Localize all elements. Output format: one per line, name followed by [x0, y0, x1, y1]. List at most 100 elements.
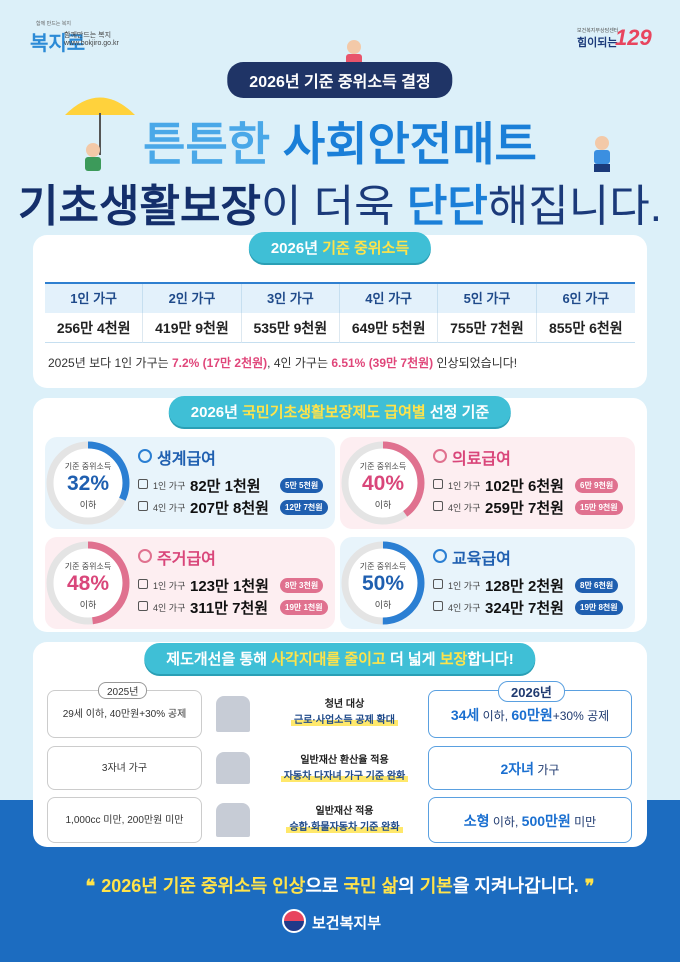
check-icon: [138, 579, 148, 589]
badge: 2026년 기준 중위소득 결정: [227, 62, 453, 98]
increase-tag: 19만 1천원: [280, 600, 328, 615]
circle-percent: 50%: [361, 572, 405, 595]
ministry-emblem: [282, 909, 306, 933]
text-segment: 7.2% (17만 2천원): [172, 356, 268, 370]
check-icon: [138, 601, 148, 611]
text-segment: 사회안전매트: [282, 118, 537, 170]
title-line1: 튼튼한 사회안전매트: [0, 108, 680, 174]
row-label: 1인 가구: [153, 581, 186, 591]
after-box: 소형 이하, 500만원 미만: [428, 797, 632, 843]
row-amount: 123만 1천원: [190, 578, 269, 595]
logo-url: www.bokjiro.go.kr: [64, 40, 119, 47]
increase-tag: 8만 6천원: [575, 578, 619, 593]
text-segment: 더 넓게: [385, 651, 440, 668]
percent-ring: [46, 441, 130, 525]
percent-ring: [46, 541, 130, 625]
table-header-cell: 5인 가구: [438, 284, 537, 313]
circle-percent: 32%: [66, 472, 110, 495]
text-segment: 60만원: [511, 707, 553, 723]
text-segment: 500만원: [521, 813, 571, 829]
circle-percent: 48%: [66, 572, 110, 595]
row-detail: 자동차 다자녀 가구 기준 완화: [262, 767, 427, 782]
row-detail-text: 근로·사업소득 공제 확대: [291, 715, 398, 726]
benefit-name: 생계급여: [157, 451, 216, 468]
text-segment: 튼튼한: [143, 118, 283, 170]
table-header-cell: 2인 가구: [143, 284, 242, 313]
benefit-name: 교육급여: [452, 551, 511, 568]
text-segment: 가구: [534, 763, 560, 777]
text-segment: 2025년 보다 1인 가구는: [48, 356, 172, 370]
table-cell: 755만 7천원: [438, 313, 537, 343]
text-segment: 34세: [450, 707, 480, 723]
text-segment: 소형: [463, 813, 490, 829]
text-segment: 보장: [439, 651, 468, 668]
row-label: 4인 가구: [448, 603, 481, 613]
footer-message: ❝ 2026년 기준 중위소득 인상으로 국민 삶의 기본을 지켜나갑니다. ❞: [0, 872, 680, 898]
income-note: 2025년 보다 1인 가구는 7.2% (17만 2천원), 4인 가구는 6…: [48, 354, 517, 371]
after-label: 2026년: [498, 681, 565, 702]
text-segment: 국민기초생활보장제도 급여별: [242, 404, 426, 421]
text-segment: +30% 공제: [552, 709, 610, 723]
benefit-icon: [138, 449, 152, 463]
text-segment: 2026년 기준 중위소득 인상: [101, 876, 306, 896]
row-amount: 128만 2천원: [485, 578, 564, 595]
section-heading: 2026년 기준 중위소득: [248, 232, 432, 263]
row-caption: 청년 대상: [324, 699, 365, 710]
check-icon: [433, 601, 443, 611]
text-segment: 인상되었습니다!: [433, 356, 518, 370]
check-icon: [138, 501, 148, 511]
text-segment: 제도개선을 통해: [166, 651, 272, 668]
text-segment: , 4인 가구는: [267, 356, 332, 370]
row-detail: 승합·화물자동차 기준 완화: [262, 818, 427, 833]
text-segment: 이하,: [489, 815, 522, 829]
text-segment: 해집니다.: [487, 182, 662, 231]
text-segment: 6.51% (39만 7천원): [331, 356, 434, 370]
after-box: 2자녀 가구: [428, 746, 632, 790]
text-segment: 선정 기준: [425, 404, 490, 421]
text-segment: 이 더욱: [260, 182, 407, 231]
circle-caption: 기준 중위소득: [64, 562, 112, 571]
increase-tag: 8만 3천원: [280, 578, 324, 593]
row-amount: 259만 7천원: [485, 500, 564, 517]
text-segment: 이하,: [479, 709, 512, 723]
check-icon: [433, 501, 443, 511]
row-caption: 일반재산 환산율 적용: [300, 755, 389, 766]
text-segment: 으로: [305, 876, 344, 896]
increase-tag: 15만 9천원: [575, 500, 623, 515]
check-icon: [138, 479, 148, 489]
ministry-name: 보건복지부: [312, 915, 382, 932]
circle-suffix: 이하: [374, 600, 392, 610]
row-label: 1인 가구: [448, 581, 481, 591]
text-segment: 사각지대를 줄이고: [271, 651, 386, 668]
text-segment: 기초생활보장: [18, 182, 261, 231]
table-header-cell: 1인 가구: [45, 284, 144, 313]
row-label: 4인 가구: [448, 503, 481, 513]
text-segment: 기본: [419, 876, 453, 896]
logo-tagline: 함께 만드는 복지: [36, 21, 71, 27]
row-label: 4인 가구: [153, 503, 186, 513]
row-label: 1인 가구: [448, 481, 481, 491]
check-icon: [433, 479, 443, 489]
before-box: 1,000cc 미만, 200만원 미만: [47, 797, 202, 843]
logo-name: 복지로: [30, 33, 86, 55]
increase-tag: 12만 7천원: [280, 500, 328, 515]
table-top-border: [45, 282, 635, 284]
row-icon: [216, 803, 250, 837]
circle-caption: 기준 중위소득: [64, 462, 112, 471]
row-label: 4인 가구: [153, 603, 186, 613]
row-detail-text: 승합·화물자동차 기준 완화: [286, 822, 403, 833]
benefit-icon: [138, 549, 152, 563]
table-cell: 855만 6천원: [536, 313, 635, 343]
row-caption: 일반재산 적용: [315, 806, 374, 817]
benefit-name: 주거급여: [157, 551, 216, 568]
percent-ring: [341, 441, 425, 525]
text-segment: 을 지켜나갑니다.: [452, 876, 579, 896]
table-header-cell: 4인 가구: [340, 284, 439, 313]
close-quote: ❞: [584, 876, 595, 896]
text-segment: 미만: [570, 815, 597, 829]
text-segment: 단단: [406, 182, 488, 231]
hotline-text: 힘이되는: [577, 37, 618, 49]
increase-tag: 19만 8천원: [575, 600, 623, 615]
percent-ring: [341, 541, 425, 625]
